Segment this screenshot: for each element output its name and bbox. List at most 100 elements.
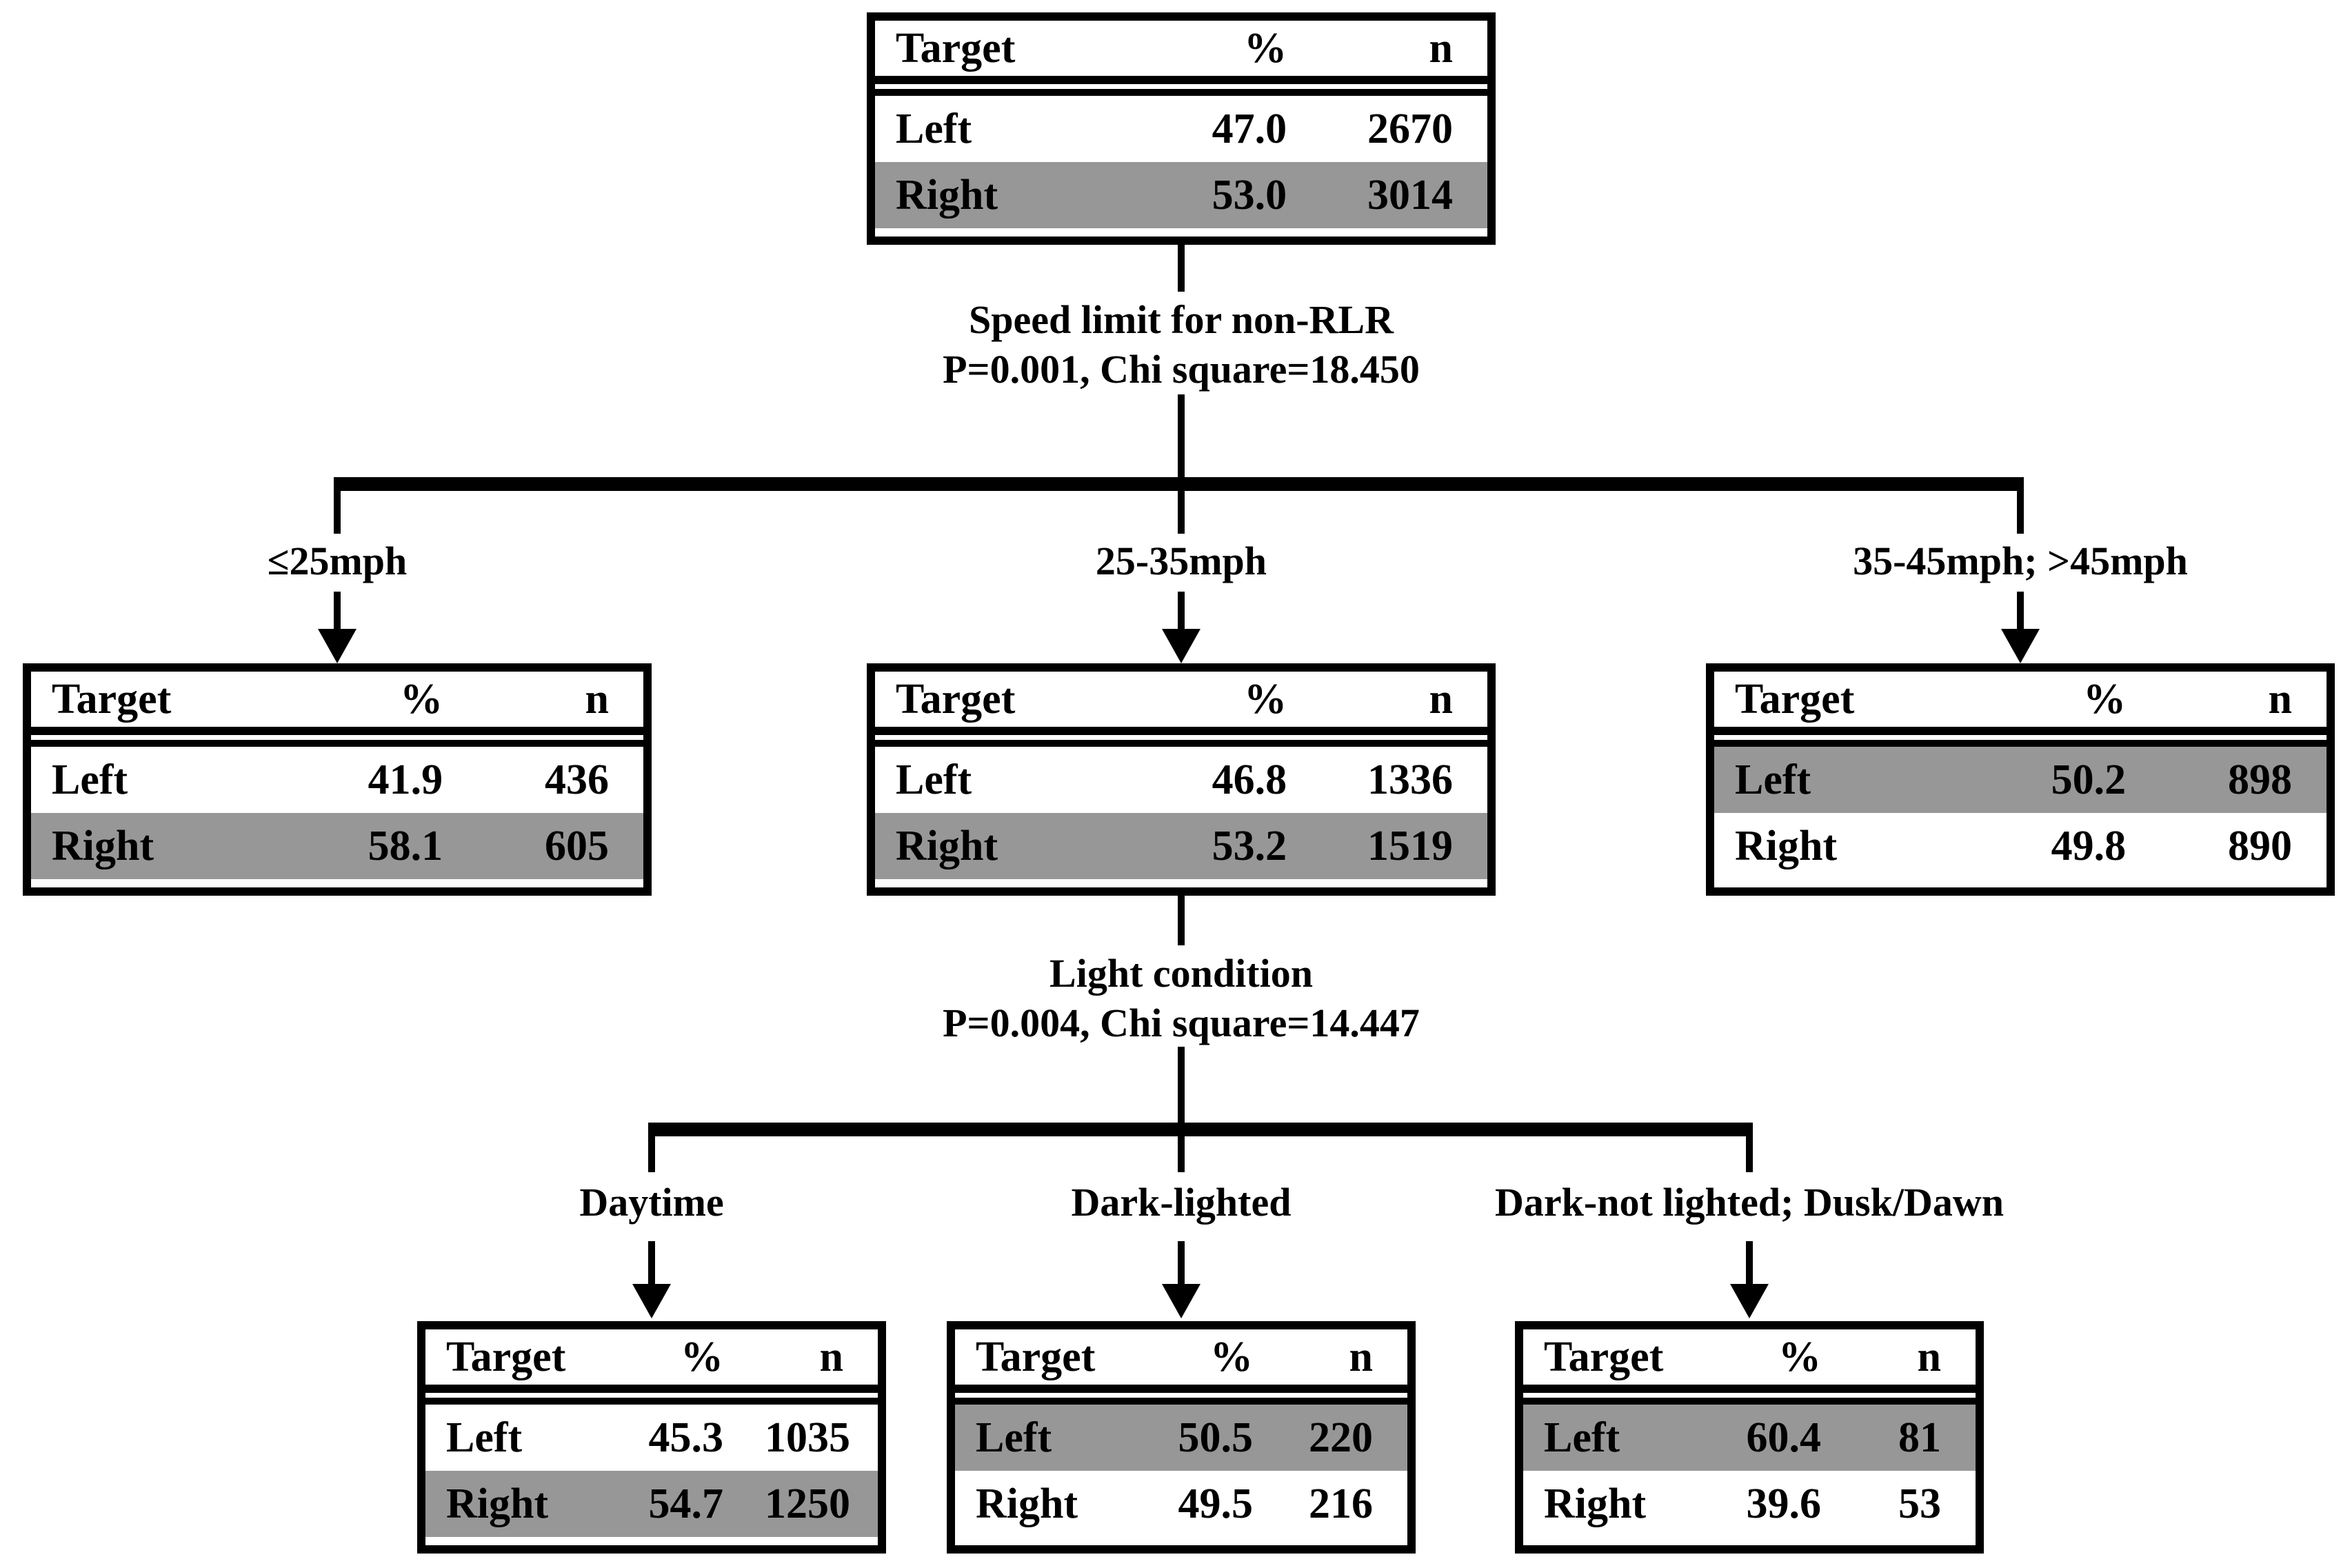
header-target: Target: [446, 1333, 566, 1380]
table-body: Left 60.4 81 Right 39.6 53: [1523, 1398, 1976, 1537]
cell-target: Right: [1544, 1480, 1647, 1527]
table-row-right: Right 49.8 890: [1714, 813, 2327, 879]
cell-n: 81: [1898, 1414, 1941, 1461]
header-n: n: [585, 675, 609, 723]
split-variable: Speed limit for non-RLR: [968, 297, 1394, 342]
cell-n: 1035: [764, 1414, 850, 1461]
connector-stub: [2017, 491, 2024, 534]
header-n: n: [1917, 1333, 1941, 1380]
header-target: Target: [976, 1333, 1096, 1380]
arrow-head-icon: [318, 629, 356, 663]
table-body: Left 50.5 220 Right 49.5 216: [955, 1398, 1407, 1537]
table-row-left: Left 60.4 81: [1523, 1405, 1976, 1471]
cell-n: 605: [544, 822, 609, 870]
cell-n: 1250: [764, 1480, 850, 1527]
cell-target: Left: [976, 1414, 1052, 1461]
cell-percent: 47.0: [1212, 105, 1287, 152]
cell-n: 890: [2227, 822, 2292, 870]
arrow-line: [334, 592, 341, 630]
cell-n: 436: [544, 756, 609, 803]
cell-target: Right: [446, 1480, 549, 1527]
node-table-dark-not-lighted: Target % n Left 60.4 81 Right 39.6 53: [1515, 1321, 1984, 1554]
connector-line: [1178, 1047, 1185, 1124]
cell-target: Left: [52, 756, 128, 803]
arrow-line: [1178, 1241, 1185, 1284]
table-row-left: Left 46.8 1336: [875, 747, 1487, 813]
table-row-left: Left 45.3 1035: [425, 1405, 878, 1471]
header-percent: %: [1244, 24, 1287, 72]
cell-target: Left: [1735, 756, 1811, 803]
node-table-daytime: Target % n Left 45.3 1035 Right 54.7 125…: [417, 1321, 886, 1554]
connector-stub: [334, 491, 341, 534]
table-row-right: Right 49.5 216: [955, 1471, 1407, 1537]
arrow-head-icon: [2001, 629, 2040, 663]
table-row-right: Right 53.0 3014: [875, 162, 1487, 228]
table-row-left: Left 50.5 220: [955, 1405, 1407, 1471]
table-body: Left 41.9 436 Right 58.1 605: [31, 740, 643, 879]
cell-percent: 53.2: [1212, 822, 1287, 870]
header-percent: %: [1778, 1333, 1821, 1380]
branch-label-dark-lighted: Dark-lighted: [1071, 1180, 1292, 1225]
cell-percent: 41.9: [368, 756, 443, 803]
cell-target: Right: [896, 822, 998, 870]
split-label-level1: Speed limit for non-RLR P=0.001, Chi squ…: [748, 295, 1614, 394]
header-percent: %: [400, 675, 443, 723]
cell-percent: 49.8: [2051, 822, 2127, 870]
table-header-row: Target % n: [31, 672, 643, 735]
cell-n: 3014: [1367, 171, 1453, 219]
branch-label-dark-not-lighted: Dark-not lighted; Dusk/Dawn: [1495, 1180, 2004, 1225]
cell-n: 1519: [1367, 822, 1453, 870]
cell-percent: 50.2: [2051, 756, 2127, 803]
split-stats: P=0.001, Chi square=18.450: [943, 347, 1420, 392]
branch-label-25-35mph: 25-35mph: [1095, 539, 1267, 583]
table-header-row: Target % n: [955, 1329, 1407, 1393]
table-header-row: Target % n: [1523, 1329, 1976, 1393]
node-table-le25mph: Target % n Left 41.9 436 Right 58.1 605: [23, 663, 652, 896]
cell-n: 1336: [1367, 756, 1453, 803]
table-row-right: Right 39.6 53: [1523, 1471, 1976, 1537]
header-n: n: [2268, 675, 2292, 723]
connector-stub: [1178, 491, 1185, 534]
branch-bar-level2: [648, 1123, 1753, 1136]
connector-stub: [648, 1136, 655, 1172]
table-header-row: Target % n: [875, 672, 1487, 735]
table-body: Left 46.8 1336 Right 53.2 1519: [875, 740, 1487, 879]
cell-percent: 58.1: [368, 822, 443, 870]
header-percent: %: [1209, 1333, 1253, 1380]
header-percent: %: [1244, 675, 1287, 723]
cell-target: Left: [896, 105, 972, 152]
cell-percent: 49.5: [1178, 1480, 1253, 1527]
cell-percent: 53.0: [1212, 171, 1287, 219]
cell-n: 216: [1308, 1480, 1373, 1527]
cell-target: Left: [896, 756, 972, 803]
branch-label-daytime: Daytime: [579, 1180, 724, 1225]
header-percent: %: [2083, 675, 2127, 723]
branch-label-35-45mph: 35-45mph; >45mph: [1853, 539, 2188, 583]
cell-target: Left: [446, 1414, 523, 1461]
cell-target: Left: [1544, 1414, 1620, 1461]
cell-percent: 46.8: [1212, 756, 1287, 803]
cell-percent: 54.7: [648, 1480, 723, 1527]
table-header-row: Target % n: [875, 21, 1487, 84]
cell-n: 220: [1308, 1414, 1373, 1461]
split-stats: P=0.004, Chi square=14.447: [943, 1001, 1420, 1045]
header-target: Target: [1735, 675, 1855, 723]
arrow-head-icon: [1162, 1284, 1200, 1318]
cell-target: Right: [896, 171, 998, 219]
node-table-dark-lighted: Target % n Left 50.5 220 Right 49.5 216: [947, 1321, 1416, 1554]
branch-label-le25mph: ≤25mph: [267, 539, 408, 583]
node-table-25-35mph: Target % n Left 46.8 1336 Right 53.2 151…: [867, 663, 1496, 896]
cell-percent: 45.3: [648, 1414, 723, 1461]
split-variable: Light condition: [1049, 951, 1313, 996]
arrow-head-icon: [1162, 629, 1200, 663]
table-header-row: Target % n: [1714, 672, 2327, 735]
cell-target: Right: [52, 822, 154, 870]
arrow-line: [1746, 1241, 1753, 1284]
cell-target: Right: [1735, 822, 1838, 870]
connector-line: [1178, 245, 1185, 292]
arrow-head-icon: [632, 1284, 671, 1318]
table-body: Left 45.3 1035 Right 54.7 1250: [425, 1398, 878, 1537]
node-table-35-45mph: Target % n Left 50.2 898 Right 49.8 890: [1706, 663, 2335, 896]
header-target: Target: [896, 24, 1016, 72]
